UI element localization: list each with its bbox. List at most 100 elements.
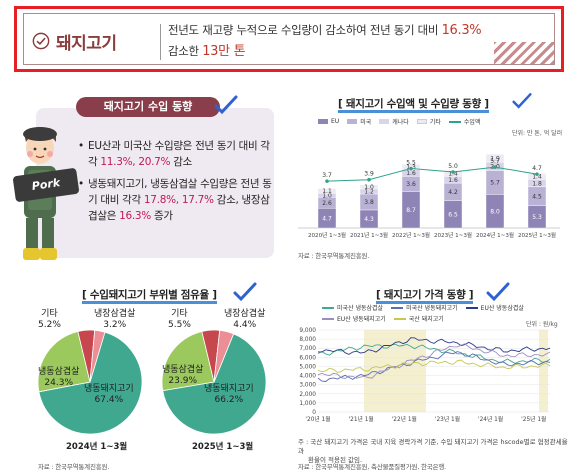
chart1-unit: 단위: 만 톤, 억 달러: [512, 130, 563, 137]
y-tick-label: 1,000: [299, 401, 316, 407]
pie2024-label-frozen-pork: 냉동돼지고기 67.4%: [84, 384, 134, 405]
y-tick-label: 4,000: [299, 374, 316, 380]
bar-value-label: 4.2: [448, 189, 458, 196]
y-tick-label: 7,000: [299, 346, 316, 352]
import-value-point: [451, 170, 455, 174]
x-tick-label: 2022년 1~3월: [392, 231, 430, 239]
pie-chart-2024: [37, 329, 143, 435]
y-tick-label: 6,000: [299, 355, 316, 361]
bar-value-label: 4.5: [532, 193, 542, 200]
y-tick-label: 5,000: [299, 364, 316, 370]
chart3-note: 주 : 국산 돼지고기 가격은 국내 지육 경락가격 기준, 수입 돼지고기 가…: [298, 438, 568, 464]
legend-item-canada: 캐나다: [379, 117, 409, 126]
import-value-label: 4.7: [532, 165, 542, 172]
x-tick-label: '24년 1월: [478, 415, 503, 423]
chart3-unit: 단위 : 원/kg: [526, 321, 558, 328]
y-tick-label: 3,000: [299, 383, 316, 389]
import-trend-title: 돼지고기 수입 동향: [76, 97, 220, 117]
legend-item-other: 기타: [416, 117, 441, 126]
legend-item-us-frozen-belly: 미국산 냉동삼겹살: [322, 303, 383, 312]
decorative-stripes: [494, 42, 554, 64]
pie-slice: [37, 330, 91, 393]
pie-slice: [213, 329, 235, 383]
bar-segment: [485, 153, 505, 163]
legend-item-eu: EU: [318, 117, 339, 126]
header-title-wrap: 돼지고기: [32, 24, 156, 58]
bar-value-label: 8.0: [490, 208, 500, 215]
bar-value-label: 2.6: [322, 200, 332, 207]
bar-segment: [359, 184, 379, 190]
bar-value-label: 1.4: [448, 171, 458, 178]
legend-item-eu-frozen-pork: EU산 냉동돼지고기: [322, 314, 386, 323]
bar-value-label: 4.7: [322, 215, 332, 222]
bar-value-label: 5.7: [490, 180, 500, 187]
legend-item-us-frozen-pork: 미국산 냉동돼지고기: [391, 303, 458, 312]
bar-value-label: 6.5: [448, 212, 458, 219]
y-tick-label: 9,000: [299, 328, 316, 334]
chart1-source: 자료 : 한국무역통계진흥원.: [298, 252, 370, 260]
chart3-legend: 미국산 냉동삼겹살 미국산 냉동돼지고기 EU산 냉동삼겹살 EU산 냉동돼지고…: [322, 303, 552, 323]
import-value-line: [326, 166, 538, 182]
pie2025-label-frozen-pork: 냉동돼지고기 66.2%: [204, 384, 254, 405]
price-series-line: [317, 343, 551, 379]
summary-decrease-amount: 13만 톤: [202, 44, 246, 59]
import-value-label: 3.7: [322, 172, 332, 179]
bullet2-pct2: 16.3%: [119, 210, 151, 222]
shaded-period: [539, 330, 548, 412]
bullet2-text-c: 증가: [150, 210, 173, 222]
blue-check-icon: [233, 282, 257, 302]
bar-value-label: 1.0: [364, 184, 374, 191]
bar-value-label: 1.0: [322, 192, 332, 199]
bar-value-label: 3.6: [406, 181, 416, 188]
summary-line2-text: 감소한: [168, 44, 203, 58]
import-value-label: 5.0: [448, 163, 458, 170]
chart3-source: 자료 : 한국무역통계진흥원, 축산물품질평가원, 한국은행.: [298, 463, 446, 471]
bullet2-text-b: 감소, 냉장삼겹살은: [88, 194, 270, 222]
shaded-period: [364, 330, 426, 412]
pie-slice: [89, 329, 106, 383]
bar-value-label: 5.3: [532, 214, 542, 221]
bullet1-text-a: EU산과 미국산 수입량은 전년 동기 대비 각각: [88, 140, 270, 168]
import-value-point: [493, 165, 497, 169]
bar-value-label: 1.9: [490, 155, 500, 162]
x-tick-label: '21년 1월: [349, 415, 374, 423]
import-value-point: [535, 172, 539, 176]
bullet-frozen-chilled: 냉동돼지고기, 냉동삼겹살 수입량은 전년 동기 대비 각각 17.8%, 17…: [78, 176, 278, 224]
pie2025-label-frozen-belly: 냉동삼겹살 23.9%: [162, 365, 204, 386]
import-value-point: [409, 166, 413, 171]
x-tick-label: 2023년 1~3월: [434, 231, 472, 239]
import-value-label: 5.5: [406, 160, 416, 167]
header-divider: [160, 24, 161, 60]
chart3-title: [ 돼지고기 가격 동향 ]: [376, 287, 474, 304]
x-tick-label: 2024년 1~3월: [476, 231, 514, 239]
price-line-chart: 0 1,000 2,000 3,000 4,000 5,000 6,000 7,000 8,00…: [299, 328, 551, 423]
summary-line1-text: 전년도 재고량 누적으로 수입량이 감소하여 전년 동기 대비: [168, 23, 442, 37]
pie-slice: [161, 330, 215, 392]
blue-check-icon: [214, 95, 238, 115]
pie2025-label-chilled: 냉장삼겹살 4.4%: [224, 309, 266, 330]
bar-value-label: 1.8: [532, 180, 542, 187]
legend-item-domestic-pork: 국산 돼지고기: [393, 314, 444, 323]
bar-value-label: 1.1: [322, 188, 332, 195]
x-tick-label: '23년 1월: [435, 415, 460, 423]
x-tick-label: '20년 1월: [305, 415, 330, 423]
y-tick-label: 8,000: [299, 337, 316, 343]
import-value-point: [325, 179, 329, 183]
header-summary-text: 전년도 재고량 누적으로 수입량이 감소하여 전년 동기 대비 16.3% 감소…: [168, 20, 553, 62]
import-trend-bullets: EU산과 미국산 수입량은 전년 동기 대비 각각 11.3%, 20.7% 감…: [78, 138, 278, 230]
bar-value-label: 4.3: [364, 216, 374, 223]
bar-value-label: 1.6: [448, 177, 458, 184]
bar-value-label: 1.6: [406, 170, 416, 177]
bar-segment: [317, 188, 337, 194]
summary-header: 돼지고기 전년도 재고량 누적으로 수입량이 감소하여 전년 동기 대비 16.…: [14, 6, 564, 72]
chart1-title: [ 돼지고기 수입액 및 수입량 동향 ]: [338, 96, 489, 113]
legend-item-us: 미국: [347, 117, 371, 126]
import-value-label: 3.9: [364, 171, 374, 178]
bar-value-label: 3.8: [364, 199, 374, 206]
chart2-title: [ 수입돼지고기 부위별 점유율 ]: [82, 287, 217, 304]
legend-item-eu-frozen-belly: EU산 냉동삼겹살: [465, 303, 524, 312]
x-tick-label: '22년 1월: [392, 415, 417, 423]
y-tick-label: 0: [312, 410, 316, 416]
x-tick-label: 2020년 1~3월: [308, 231, 346, 239]
